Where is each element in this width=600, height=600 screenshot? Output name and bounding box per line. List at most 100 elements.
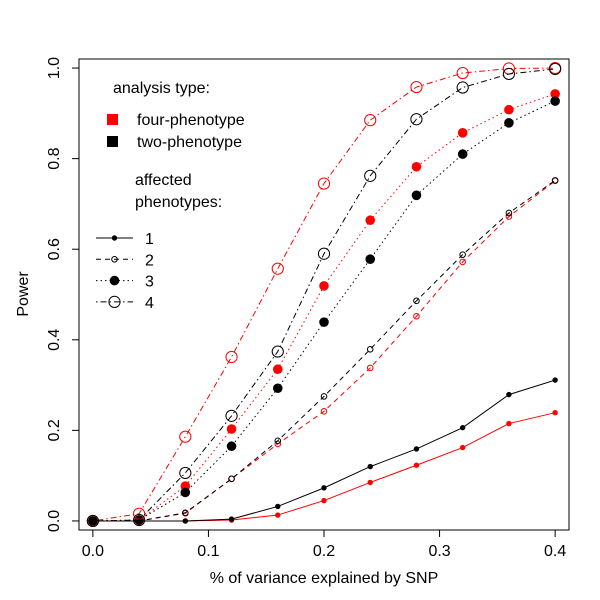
series-four-phenotype-3 (88, 89, 560, 526)
data-point (274, 437, 282, 445)
data-point (225, 409, 238, 422)
data-point (552, 377, 558, 383)
data-point (410, 113, 423, 126)
data-point (505, 213, 513, 220)
series-line (92, 412, 556, 522)
y-tick-label: 0.4 (46, 329, 63, 351)
data-point (413, 297, 420, 305)
data-point (505, 209, 513, 217)
data-point (364, 114, 377, 127)
data-point (319, 317, 329, 327)
data-point (410, 80, 423, 94)
series-line (92, 68, 556, 522)
series-line (92, 93, 556, 522)
legend-affected-item-4: 4 (96, 295, 154, 312)
data-point (549, 62, 562, 76)
data-point (366, 364, 374, 372)
data-point (504, 104, 514, 115)
data-point (457, 128, 468, 138)
data-point (317, 177, 331, 190)
data-point (413, 462, 420, 468)
data-point (272, 383, 283, 394)
data-point (366, 345, 374, 353)
data-point (271, 262, 284, 275)
y-tick-label: 0.2 (46, 419, 63, 441)
legend: analysis type: four-phenotype two-phenot… (96, 80, 245, 312)
data-point (552, 410, 558, 416)
data-point (88, 516, 98, 526)
series-line (92, 100, 556, 522)
y-tick-label: 0.0 (46, 510, 63, 532)
legend-label-four-phenotype: four-phenotype (137, 112, 245, 129)
x-tick-label: 0.4 (544, 543, 566, 560)
legend-affected-label: 3 (145, 274, 154, 291)
x-tick-label: 0.1 (197, 543, 219, 560)
legend-affected-label: 2 (145, 252, 154, 269)
legend-affected-item-2: 2 (96, 252, 154, 269)
data-point (411, 161, 422, 172)
data-point (321, 497, 327, 504)
data-point (459, 424, 466, 431)
data-point (459, 258, 466, 266)
legend-label-two-phenotype: two-phenotype (137, 134, 242, 151)
legend-affected-label: 1 (145, 231, 154, 248)
y-axis-label: Power (15, 271, 32, 317)
series-four-phenotype-2 (89, 177, 559, 525)
data-point (182, 518, 189, 524)
data-point (271, 345, 284, 358)
series-two-phenotype-2 (89, 177, 559, 525)
data-point (456, 66, 469, 80)
data-point (367, 463, 373, 470)
data-point (180, 487, 191, 498)
x-axis: 0.0 0.1 0.2 0.3 0.4 (82, 529, 566, 560)
legend-affected-item-3: 3 (96, 274, 154, 291)
data-point (317, 247, 331, 260)
data-point (506, 420, 512, 427)
legend-marker (109, 275, 120, 286)
x-tick-label: 0.3 (428, 543, 450, 560)
legend-swatch-four-phenotype (107, 114, 118, 125)
data-point (367, 479, 373, 486)
data-point (132, 513, 146, 527)
series-line (92, 180, 556, 522)
data-point (228, 475, 235, 483)
data-point (365, 215, 376, 226)
data-point (272, 364, 283, 375)
series-line (92, 67, 556, 522)
data-point (506, 391, 512, 398)
data-point (457, 149, 468, 159)
legend-affected-title-line1: affected (135, 172, 192, 189)
y-axis: 0.0 0.2 0.4 0.6 0.8 1.0 (46, 57, 80, 532)
data-point (365, 254, 376, 264)
data-point (226, 424, 237, 434)
y-tick-label: 1.0 (46, 57, 63, 79)
data-point (320, 393, 328, 400)
data-point (228, 516, 235, 522)
data-point (459, 444, 466, 451)
data-point (411, 190, 422, 201)
legend-affected-item-1: 1 (96, 231, 154, 248)
legend-analysis-title: analysis type: (113, 80, 210, 97)
data-point (226, 441, 237, 452)
x-tick-label: 0.2 (313, 543, 335, 560)
legend-marker (111, 235, 118, 241)
x-tick-label: 0.0 (82, 543, 104, 560)
data-point (364, 169, 377, 182)
legend-marker (111, 256, 118, 263)
data-point (275, 503, 281, 510)
series-layer (86, 61, 562, 528)
data-point (504, 118, 514, 128)
data-point (182, 509, 189, 517)
legend-marker (108, 295, 121, 308)
legend-affected-title-line2: phenotypes: (135, 194, 222, 211)
x-axis-label: % of variance explained by SNP (210, 570, 439, 587)
legend-affected-label: 4 (145, 295, 154, 312)
series-line (92, 179, 556, 522)
data-point (179, 430, 192, 443)
y-tick-label: 0.6 (46, 238, 63, 260)
data-point (225, 350, 238, 364)
data-point (551, 177, 559, 184)
series-two-phenotype-3 (88, 96, 560, 526)
data-point (86, 514, 99, 528)
